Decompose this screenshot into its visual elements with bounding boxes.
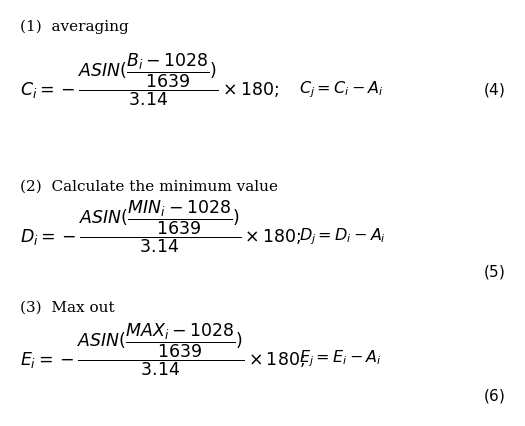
- Text: $E_j=E_i-A_i$: $E_j=E_i-A_i$: [299, 348, 381, 368]
- Text: $C_i = -\dfrac{\mathit{ASIN}(\dfrac{B_i-1028}{1639})}{3.14}\times180;$: $C_i = -\dfrac{\mathit{ASIN}(\dfrac{B_i-…: [19, 51, 279, 108]
- Text: $(6)$: $(6)$: [483, 386, 506, 404]
- Text: $E_i = -\dfrac{\mathit{ASIN}(\dfrac{MAX_i-1028}{1639})}{3.14}\times180;$: $E_i = -\dfrac{\mathit{ASIN}(\dfrac{MAX_…: [19, 320, 304, 377]
- Text: (3)  Max out: (3) Max out: [19, 300, 114, 314]
- Text: $D_i = -\dfrac{\mathit{ASIN}(\dfrac{MIN_i-1028}{1639})}{3.14}\times180;$: $D_i = -\dfrac{\mathit{ASIN}(\dfrac{MIN_…: [19, 198, 301, 255]
- Text: $(4)$: $(4)$: [483, 81, 506, 99]
- Text: $D_j=D_i-A_i$: $D_j=D_i-A_i$: [299, 226, 386, 247]
- Text: (1)  averaging: (1) averaging: [19, 20, 129, 35]
- Text: $C_j=C_i-A_i$: $C_j=C_i-A_i$: [299, 80, 383, 100]
- Text: (2)  Calculate the minimum value: (2) Calculate the minimum value: [19, 179, 278, 193]
- Text: $(5)$: $(5)$: [483, 262, 506, 280]
